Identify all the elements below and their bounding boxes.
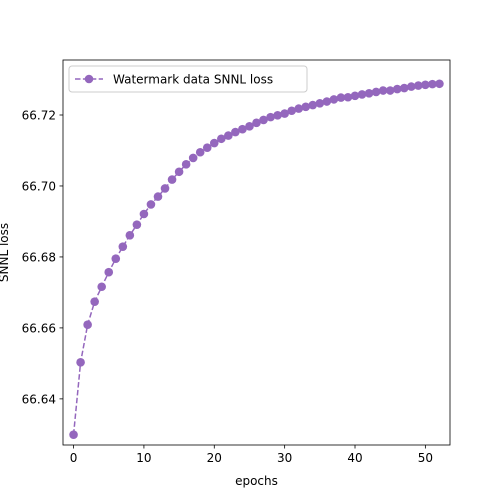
data-point	[428, 79, 437, 89]
data-point	[385, 86, 395, 95]
y-tick-label: 66.64	[22, 392, 56, 406]
legend-entry-label: Watermark data SNNL loss	[113, 73, 273, 87]
data-point	[364, 89, 374, 98]
data-point	[399, 83, 409, 93]
data-point	[139, 209, 149, 219]
data-point	[435, 79, 444, 89]
y-axis-label: SNNL loss	[0, 223, 11, 282]
data-point	[69, 430, 78, 440]
x-axis-ticks: 0 10 20 30 40 50	[70, 445, 433, 465]
x-tick-label: 10	[136, 451, 151, 465]
data-point	[195, 147, 205, 157]
legend-marker-sample	[84, 74, 94, 84]
data-point	[104, 267, 114, 277]
data-point	[259, 115, 268, 125]
x-tick-label: 40	[347, 451, 362, 465]
y-tick-label: 66.66	[22, 321, 56, 335]
data-point	[97, 282, 106, 292]
data-point	[336, 93, 346, 102]
data-point	[181, 160, 191, 169]
data-point	[414, 81, 423, 90]
data-point	[252, 118, 261, 128]
data-point	[118, 242, 128, 251]
data-point	[392, 84, 402, 94]
data-point	[301, 102, 311, 112]
data-point	[273, 111, 282, 120]
data-point	[217, 134, 226, 144]
series-layer	[69, 79, 444, 440]
plot-area	[62, 59, 451, 446]
x-tick-label: 20	[207, 451, 222, 465]
legend-box	[68, 65, 308, 93]
data-point	[90, 297, 99, 306]
data-point	[160, 184, 170, 193]
data-point	[224, 131, 233, 140]
y-tick-label: 66.70	[22, 179, 56, 193]
y-axis-ticks: 66.64 66.66 66.68 66.70 66.72	[22, 109, 63, 406]
data-point	[294, 104, 304, 113]
data-point	[153, 192, 163, 201]
data-point	[167, 175, 177, 184]
y-tick-label: 66.68	[22, 250, 56, 264]
data-point	[322, 97, 332, 106]
data-point	[174, 167, 184, 177]
data-point	[146, 200, 156, 209]
data-point	[280, 109, 289, 118]
data-point	[350, 91, 360, 101]
data-point	[202, 143, 212, 152]
data-point	[76, 358, 85, 367]
legend: Watermark data SNNL loss	[68, 65, 308, 93]
data-point	[111, 254, 121, 264]
x-tick-label: 30	[277, 451, 292, 465]
data-point	[378, 86, 388, 95]
data-point	[357, 90, 367, 99]
data-point	[315, 98, 325, 108]
data-point	[238, 124, 247, 134]
data-point	[287, 106, 296, 116]
data-point	[343, 92, 353, 102]
data-point	[266, 112, 275, 122]
data-point	[308, 100, 318, 110]
data-point	[371, 87, 381, 97]
x-axis-label: epochs	[235, 474, 278, 488]
data-point	[421, 80, 430, 90]
data-point	[209, 138, 219, 148]
data-point	[329, 95, 339, 104]
data-point	[132, 220, 142, 229]
data-point	[245, 122, 254, 131]
data-point	[231, 127, 240, 137]
data-point	[83, 320, 92, 330]
y-tick-label: 66.72	[22, 109, 56, 123]
data-point	[407, 82, 416, 91]
x-tick-label: 50	[418, 451, 433, 465]
data-point	[125, 230, 135, 240]
x-tick-label: 0	[70, 451, 78, 465]
data-point	[188, 153, 198, 163]
